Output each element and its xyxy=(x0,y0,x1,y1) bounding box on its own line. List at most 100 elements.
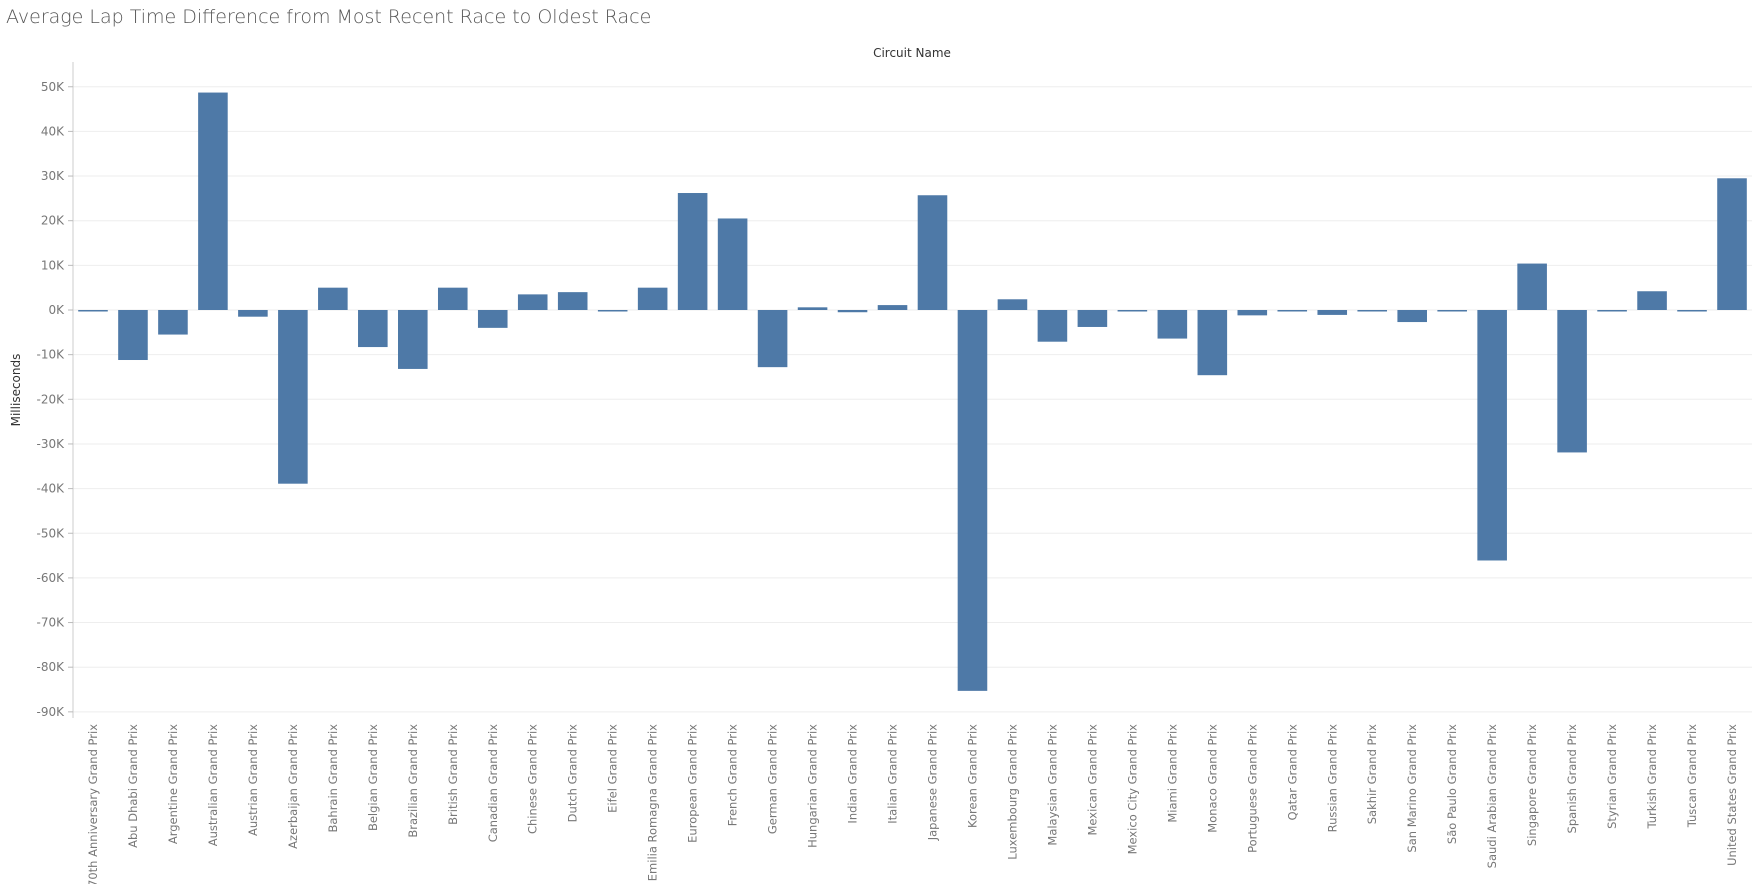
x-tick-label: United States Grand Prix xyxy=(1725,724,1739,866)
y-tick-label: -80K xyxy=(37,660,66,674)
x-tick-label: Eifel Grand Prix xyxy=(606,724,620,813)
y-tick-label: -70K xyxy=(37,616,66,630)
y-tick-label: 0K xyxy=(48,303,65,317)
bar xyxy=(1397,310,1427,323)
x-tick-label: Argentine Grand Prix xyxy=(166,724,180,844)
x-tick-label: Italian Grand Prix xyxy=(886,724,900,824)
x-tick-label: Mexico City Grand Prix xyxy=(1125,724,1139,855)
bar xyxy=(597,310,628,312)
bar xyxy=(797,307,828,310)
x-tick-label: Portuguese Grand Prix xyxy=(1245,724,1259,853)
y-tick-label: -90K xyxy=(37,705,66,719)
x-tick-label: Azerbaijan Grand Prix xyxy=(286,724,300,849)
y-tick-label: 20K xyxy=(41,214,65,228)
x-tick-label: Dutch Grand Prix xyxy=(566,724,580,823)
bar xyxy=(118,310,148,361)
x-tick-label: Monaco Grand Prix xyxy=(1205,724,1219,833)
x-tick-label: Belgian Grand Prix xyxy=(366,724,380,831)
x-tick-label: French Grand Prix xyxy=(726,724,740,826)
y-tick-label: -10K xyxy=(37,348,66,362)
x-tick-label: San Marino Grand Prix xyxy=(1405,724,1419,853)
bar xyxy=(398,310,428,369)
bar xyxy=(877,305,908,310)
bar xyxy=(437,287,468,310)
bar xyxy=(78,310,108,312)
bar xyxy=(1117,310,1148,312)
bar xyxy=(1357,310,1388,312)
page-title: Average Lap Time Difference from Most Re… xyxy=(6,6,652,28)
x-tick-label: Sakhir Grand Prix xyxy=(1365,724,1379,824)
bar xyxy=(278,310,308,484)
bar xyxy=(997,299,1028,310)
bars xyxy=(78,92,1747,691)
x-tick-label: Luxembourg Grand Prix xyxy=(1005,724,1019,860)
bar xyxy=(1557,310,1587,453)
gridlines xyxy=(73,86,1752,713)
bar xyxy=(477,310,508,328)
x-tick-label: Styrian Grand Prix xyxy=(1605,724,1619,829)
bar xyxy=(1237,310,1268,316)
x-tick-label: Qatar Grand Prix xyxy=(1285,724,1299,821)
bar xyxy=(917,195,948,310)
x-tick-label: Miami Grand Prix xyxy=(1165,724,1179,823)
x-tick-label: European Grand Prix xyxy=(686,724,700,843)
bar xyxy=(1477,310,1507,561)
y-axis-title: Milliseconds xyxy=(9,354,23,427)
x-tick-label: Japanese Grand Prix xyxy=(925,724,939,841)
bar xyxy=(1037,310,1068,342)
x-tick-label: Austrian Grand Prix xyxy=(246,724,260,836)
y-tick-label: 40K xyxy=(41,124,65,138)
y-tick-label: 30K xyxy=(41,169,65,183)
x-axis-ticks: 70th Anniversary Grand Prix Abu Dhabi Gra… xyxy=(86,724,1739,884)
x-tick-label: Singapore Grand Prix xyxy=(1525,724,1539,846)
bar xyxy=(957,310,988,691)
x-tick-label: Saudi Arabian Grand Prix xyxy=(1485,724,1499,869)
x-tick-label: Korean Grand Prix xyxy=(965,724,979,828)
bar xyxy=(158,310,188,335)
bar xyxy=(318,287,348,310)
bar xyxy=(1597,310,1627,312)
y-tick-label: -60K xyxy=(37,571,66,585)
y-tick-label: -50K xyxy=(37,526,66,540)
bar xyxy=(1717,178,1747,310)
bar xyxy=(1317,310,1348,315)
x-tick-label: Bahrain Grand Prix xyxy=(326,724,340,833)
bar xyxy=(717,218,748,310)
column-header: Circuit Name xyxy=(873,46,951,60)
x-tick-label: São Paulo Grand Prix xyxy=(1445,724,1459,844)
x-tick-label: Brazilian Grand Prix xyxy=(406,724,420,838)
x-tick-label: Mexican Grand Prix xyxy=(1085,724,1099,836)
bar xyxy=(757,310,788,368)
y-tick-label: -30K xyxy=(37,437,66,451)
x-tick-label: Turkish Grand Prix xyxy=(1645,724,1659,830)
x-tick-label: Australian Grand Prix xyxy=(206,724,220,846)
bar xyxy=(1197,310,1228,376)
y-tick-label: 10K xyxy=(41,258,65,272)
x-tick-label: Malaysian Grand Prix xyxy=(1045,724,1059,846)
x-tick-label: Canadian Grand Prix xyxy=(486,724,500,842)
y-axis-ticks: 50K 40K 30K 20K 10K 0K -10K -20K -30K -40K -50K -60… xyxy=(37,80,73,719)
bar xyxy=(677,193,708,310)
y-tick-label: -20K xyxy=(37,392,66,406)
x-tick-label: Tuscan Grand Prix xyxy=(1685,724,1699,828)
x-tick-label: Russian Grand Prix xyxy=(1325,724,1339,833)
bar xyxy=(517,294,548,310)
x-tick-label: Chinese Grand Prix xyxy=(526,724,540,834)
bar xyxy=(1277,310,1308,312)
bar xyxy=(238,310,268,317)
y-tick-label: 50K xyxy=(41,80,65,94)
x-tick-label: British Grand Prix xyxy=(446,724,460,825)
bar xyxy=(1677,310,1707,312)
bar xyxy=(557,292,588,310)
bar xyxy=(837,310,868,313)
x-tick-label: Hungarian Grand Prix xyxy=(806,724,820,848)
x-tick-label: Abu Dhabi Grand Prix xyxy=(126,724,140,848)
bar xyxy=(1637,291,1667,310)
bar xyxy=(198,92,228,310)
bar xyxy=(1517,263,1547,310)
bar xyxy=(1157,310,1188,339)
y-tick-label: -40K xyxy=(37,482,66,496)
bar xyxy=(1077,310,1108,327)
x-tick-label: German Grand Prix xyxy=(766,724,780,834)
